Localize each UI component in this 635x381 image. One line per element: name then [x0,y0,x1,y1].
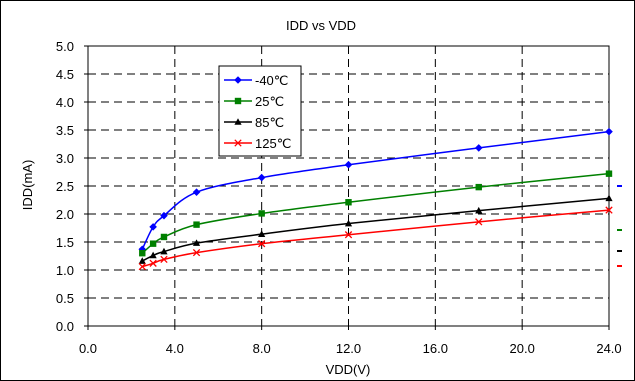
data-point [149,259,157,267]
legend-marker [234,97,242,105]
legend-marker [234,118,242,125]
legend-box [218,65,302,157]
edge-marks [617,185,622,267]
y-tick-label: 4.5 [56,67,74,82]
marker-x-stroke [160,255,168,264]
data-point [192,248,201,257]
data-point [160,211,168,220]
data-point [139,250,146,257]
y-tick-label: 2.5 [56,179,74,194]
series-2 [138,194,613,264]
x-tick-label: 20.0 [510,341,535,356]
data-point [475,218,483,226]
data-point [475,183,482,191]
marker-x-stroke [475,218,483,226]
legend-marker [234,139,242,147]
data-point [257,173,266,182]
data-point [605,170,613,177]
data-point [605,127,613,136]
x-tick-label: 12.0 [336,341,361,356]
data-point [258,240,266,248]
series-layer [138,127,613,271]
legend-label: 125℃ [255,136,291,151]
grid-layer [88,46,609,326]
y-tick-label: 3.5 [56,123,74,138]
y-tick-label: 0.5 [56,291,74,306]
legend-label: 25℃ [255,94,284,109]
marker-x-stroke [344,231,353,239]
data-point [160,255,168,264]
x-axis-title: VDD(V) [326,362,371,377]
data-point [149,251,157,259]
data-point [138,262,146,271]
y-tick-label: 1.0 [56,263,74,278]
x-tick-label: 4.0 [166,341,184,356]
data-point [474,144,483,152]
legend-label: -40℃ [255,73,288,88]
y-axis-ticks: 0.0 0.5 1.0 1.5 2.0 2.5 3.0 3.5 4.0 4.5 5.0 [56,39,88,334]
y-axis-title: IDD(mA) [20,160,35,211]
data-point [192,239,201,246]
data-point [605,194,613,202]
data-point [138,257,146,264]
x-tick-label: 16.0 [423,341,448,356]
legend: -40℃ 25℃ 85℃ 125℃ [218,65,302,157]
marker-x-stroke [192,248,201,257]
y-tick-label: 4.0 [56,95,74,110]
y-tick-label: 3.0 [56,151,74,166]
chart-title: IDD vs VDD [286,18,356,33]
x-tick-label: 8.0 [253,341,271,356]
x-axis-ticks: 0.0 4.0 8.0 12.0 16.0 20.0 24.0 [79,326,622,356]
data-point [149,223,157,231]
y-tick-label: 2.0 [56,207,74,222]
series-1 [139,170,613,257]
data-point [605,206,613,214]
data-point [344,160,353,169]
data-point [160,247,168,255]
y-tick-label: 1.5 [56,235,74,250]
data-point [258,210,265,217]
data-point [160,233,168,241]
data-point [149,240,157,247]
marker-x-stroke [605,206,613,214]
x-tick-label: 0.0 [79,341,97,356]
data-point [192,188,201,196]
legend-marker [234,76,242,84]
data-point [344,219,353,227]
y-tick-label: 5.0 [56,39,74,54]
marker-x-stroke [234,139,242,147]
data-point [345,199,352,206]
legend-label: 85℃ [255,115,284,130]
y-tick-label: 0.0 [56,319,74,334]
data-point [475,206,483,214]
data-point [344,231,353,239]
data-point [258,230,266,237]
series-3 [138,206,613,271]
marker-x-stroke [258,240,266,248]
data-point [193,221,200,228]
marker-x-stroke [149,259,157,267]
marker-x-stroke [138,262,146,271]
x-tick-label: 24.0 [596,341,621,356]
